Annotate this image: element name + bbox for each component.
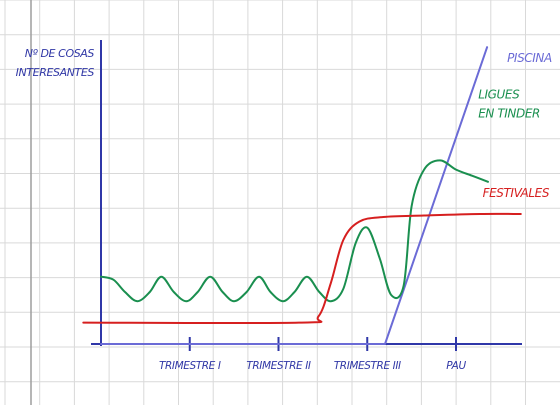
series-line-festivales bbox=[82, 212, 522, 325]
series-label-ligues-en-tinder-line-1: LIGUES bbox=[478, 88, 520, 102]
series-line-piscina bbox=[100, 46, 489, 345]
x-tick-label-2: TRIMESTRE II bbox=[246, 360, 311, 372]
series-layer bbox=[82, 46, 522, 345]
series-label-festivales-line-1: FESTIVALES bbox=[483, 186, 550, 200]
x-tick-label-1: TRIMESTRE I bbox=[159, 360, 221, 372]
series-label-ligues-en-tinder-line-2: EN TINDER bbox=[478, 107, 540, 121]
y-axis-label-line-1: Nº DE COSAS bbox=[25, 47, 95, 60]
y-axis-label-line-2: INTERESANTES bbox=[16, 66, 95, 79]
series-label-piscina-line-1: PISCINA bbox=[507, 51, 552, 65]
series-line-ligues-en-tinder bbox=[100, 159, 489, 303]
x-axis-tick-labels: TRIMESTRE I TRIMESTRE II TRIMESTRE III PAU bbox=[159, 360, 467, 372]
series-labels: PISCINA LIGUES EN TINDER FESTIVALES bbox=[478, 51, 552, 200]
x-tick-label-4: PAU bbox=[446, 360, 466, 372]
x-tick-label-3: TRIMESTRE III bbox=[334, 360, 401, 372]
